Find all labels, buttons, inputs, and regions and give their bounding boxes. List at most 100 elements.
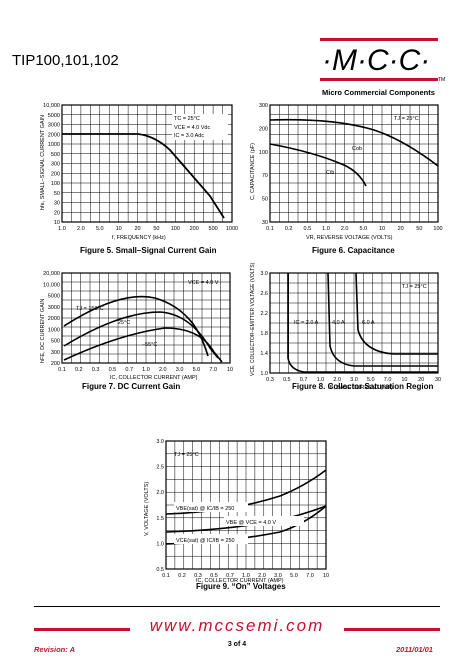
- mcc-logo: ·M·C·C· TM: [320, 38, 445, 83]
- y-tick-label: 2.0: [156, 490, 164, 496]
- x-tick-label: 0.2: [75, 367, 83, 373]
- y-tick-label: 30: [262, 220, 268, 226]
- y-tick-label: 20,000: [43, 271, 60, 277]
- x-tick-label: 100: [171, 226, 180, 232]
- fig8-cond: TJ = 25°C: [402, 284, 427, 290]
- part-number-title: TIP100,101,102: [12, 52, 119, 69]
- y-tick-label: 200: [51, 361, 60, 367]
- figure-6-chart: 300 200 100 70 50 300.1 0.2 0.5 1.0 2.0 5.0 10 20 50 1…: [250, 103, 443, 241]
- y-tick-label: 1.5: [156, 516, 164, 522]
- fig5-cond-3: IC = 3.0 Adc: [174, 133, 204, 139]
- x-tick-label: 1.0: [322, 226, 330, 232]
- x-tick-label: 1.0: [317, 377, 325, 383]
- x-tick-label: 0.7: [125, 367, 133, 373]
- figure-5-chart: 10,000 5000 3000 2000 1000 500 300 200 100 50 30 20…: [40, 103, 238, 241]
- fig8-grid: 3.02.62.21.81.41.00.3 0.5 0.7 1.0 2.0 3.0 5.0 7…: [260, 271, 441, 383]
- fig6-grid: 300 200 100 70 50 300.1 0.2 0.5 1.0 2.0 5.0 10 20 50 1…: [259, 103, 443, 232]
- footer-revision: Revision: A: [34, 645, 75, 654]
- y-tick-label: 500: [51, 152, 60, 158]
- fig6-cond: TJ = 25°C: [394, 116, 419, 122]
- y-tick-label: 10: [54, 220, 60, 226]
- x-tick-label: 100: [433, 226, 442, 232]
- x-tick-label: 3.0: [274, 573, 282, 579]
- footer-website-link[interactable]: www.mccsemi.com: [149, 616, 325, 635]
- y-tick-label: 10,000: [43, 103, 60, 109]
- y-tick-label: 2.2: [260, 311, 268, 317]
- fig7-label-25: 25°C: [118, 320, 130, 326]
- fig9-curve-vbesat: [165, 469, 327, 515]
- x-tick-label: 20: [134, 226, 140, 232]
- x-tick-label: 0.3: [266, 377, 274, 383]
- fig7-curve-25: [63, 311, 219, 359]
- fig6-xlabel: VR, REVERSE VOLTAGE (VOLTS): [306, 235, 393, 241]
- x-tick-label: 1.0: [58, 226, 66, 232]
- x-tick-label: 200: [190, 226, 199, 232]
- fig8-xlabel: IB, BASE CURRENT (mA): [328, 385, 393, 391]
- fig9-xlabel: IC, COLLECTOR CURRENT (AMP): [196, 578, 284, 584]
- logo-tm: TM: [438, 77, 445, 83]
- x-tick-label: 5.0: [360, 226, 368, 232]
- y-tick-label: 3.0: [260, 271, 268, 277]
- logo-text: ·M·C·C·: [322, 44, 430, 77]
- y-tick-label: 5000: [48, 113, 60, 119]
- x-tick-label: 0.2: [178, 573, 186, 579]
- y-tick-label: 3000: [48, 305, 60, 311]
- x-tick-label: 0.7: [226, 573, 234, 579]
- fig8-curve-2a: [287, 273, 438, 373]
- y-tick-label: 2.5: [156, 465, 164, 471]
- fig7-cond: VCE = 4.0 V: [188, 280, 219, 286]
- x-tick-label: 0.7: [300, 377, 308, 383]
- fig5-cond-1: TC = 25°C: [174, 116, 200, 122]
- fig7-curve-m55: [63, 327, 223, 363]
- x-tick-label: 0.3: [194, 573, 202, 579]
- figure-9-chart: 3.02.52.01.51.00.50.1 0.2 0.3 0.5 0.7 1.0 2.0 3…: [144, 439, 329, 584]
- footer-divider: [34, 606, 440, 607]
- fig7-xlabel: IC, COLLECTOR CURRENT (AMP): [110, 375, 198, 381]
- x-tick-label: 10: [401, 377, 407, 383]
- fig5-cond-2: VCE = 4.0 Vdc: [174, 125, 210, 131]
- fig6-ylabel: C, CAPACITANCE (pF): [250, 143, 256, 200]
- fig7-label-150: TJ = 150°C: [76, 306, 104, 312]
- y-tick-label: 100: [259, 150, 268, 156]
- fig7-label-m55: –55°C: [142, 342, 157, 348]
- x-tick-label: 2.0: [159, 367, 167, 373]
- fig5-curve: [62, 133, 225, 219]
- x-tick-label: 0.5: [283, 377, 291, 383]
- y-tick-label: 1.0: [260, 371, 268, 377]
- x-tick-label: 500: [209, 226, 218, 232]
- x-tick-label: 10: [379, 226, 385, 232]
- fig8-curve-6a: [355, 272, 438, 355]
- figure-7-chart: 20,000 10,000 5000 3000 2000 1000 500 300 2000.1…: [40, 271, 233, 381]
- x-tick-label: 0.3: [92, 367, 100, 373]
- y-tick-label: 20: [54, 210, 60, 216]
- fig6-curve-cob: [269, 118, 439, 167]
- x-tick-label: 20: [418, 377, 424, 383]
- x-tick-label: 0.5: [109, 367, 117, 373]
- fig5-ylabel: hfe, SMALL–SIGNAL CURRENT GAIN: [40, 115, 46, 210]
- x-tick-label: 1.0: [242, 573, 250, 579]
- x-tick-label: 7.0: [384, 377, 392, 383]
- x-tick-label: 3.0: [176, 367, 184, 373]
- y-tick-label: 1.8: [260, 331, 268, 337]
- x-tick-label: 50: [416, 226, 422, 232]
- y-tick-label: 70: [262, 173, 268, 179]
- figure-5-caption: Figure 5. Small–Signal Current Gain: [80, 246, 217, 255]
- fig9-ylabel: V, VOLTAGE (VOLTS): [144, 482, 150, 536]
- x-tick-label: 50: [153, 226, 159, 232]
- x-tick-label: 1000: [226, 226, 238, 232]
- y-tick-label: 10,000: [43, 282, 60, 288]
- y-tick-label: 1.0: [156, 541, 164, 547]
- y-tick-label: 3000: [48, 123, 60, 129]
- x-tick-label: 5.0: [96, 226, 104, 232]
- fig9-label-vcesat: VCE(sat) @ IC/IB = 250: [176, 538, 235, 544]
- footer-date: 2011/01/01: [396, 645, 433, 654]
- y-tick-label: 30: [54, 201, 60, 207]
- fig6-label-cob: Cob: [352, 146, 362, 152]
- logo-subtitle: Micro Commercial Components: [322, 88, 435, 97]
- figure-9-caption: Figure 9. “On” Voltages: [196, 582, 286, 591]
- y-tick-label: 1.4: [260, 351, 268, 357]
- y-tick-label: 100: [51, 181, 60, 187]
- x-tick-label: 2.0: [77, 226, 85, 232]
- logo-top-bar: [320, 38, 438, 41]
- fig9-label-vbesat: VBE(sat) @ IC/IB = 250: [176, 506, 234, 512]
